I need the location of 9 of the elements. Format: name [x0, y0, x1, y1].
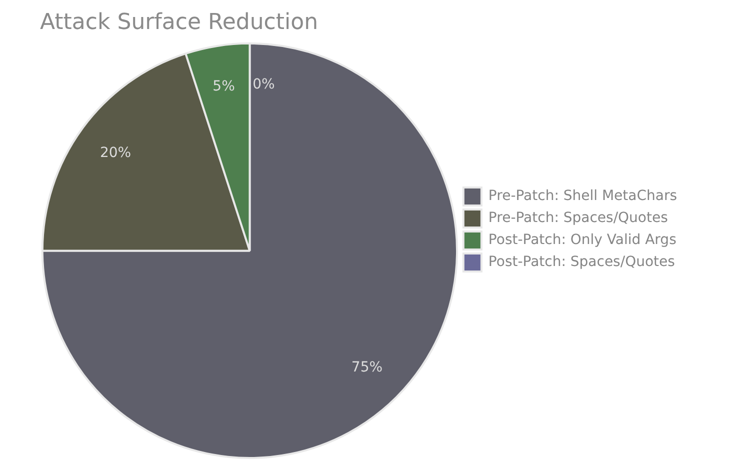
legend-label: Pre-Patch: Shell MetaChars: [488, 188, 678, 204]
legend-label: Post-Patch: Only Valid Args: [488, 232, 676, 248]
text: 0%: [252, 76, 275, 92]
data-label: 20%: [100, 144, 132, 161]
data-label: 75%: [351, 360, 383, 376]
chart-title: Attack Surface Reduction: [40, 10, 318, 35]
legend-label: Post-Patch: Spaces/Quotes: [488, 254, 675, 270]
data-label: 5%: [212, 78, 235, 95]
legend-label: Pre-Patch: Spaces/Quotes: [488, 210, 668, 226]
